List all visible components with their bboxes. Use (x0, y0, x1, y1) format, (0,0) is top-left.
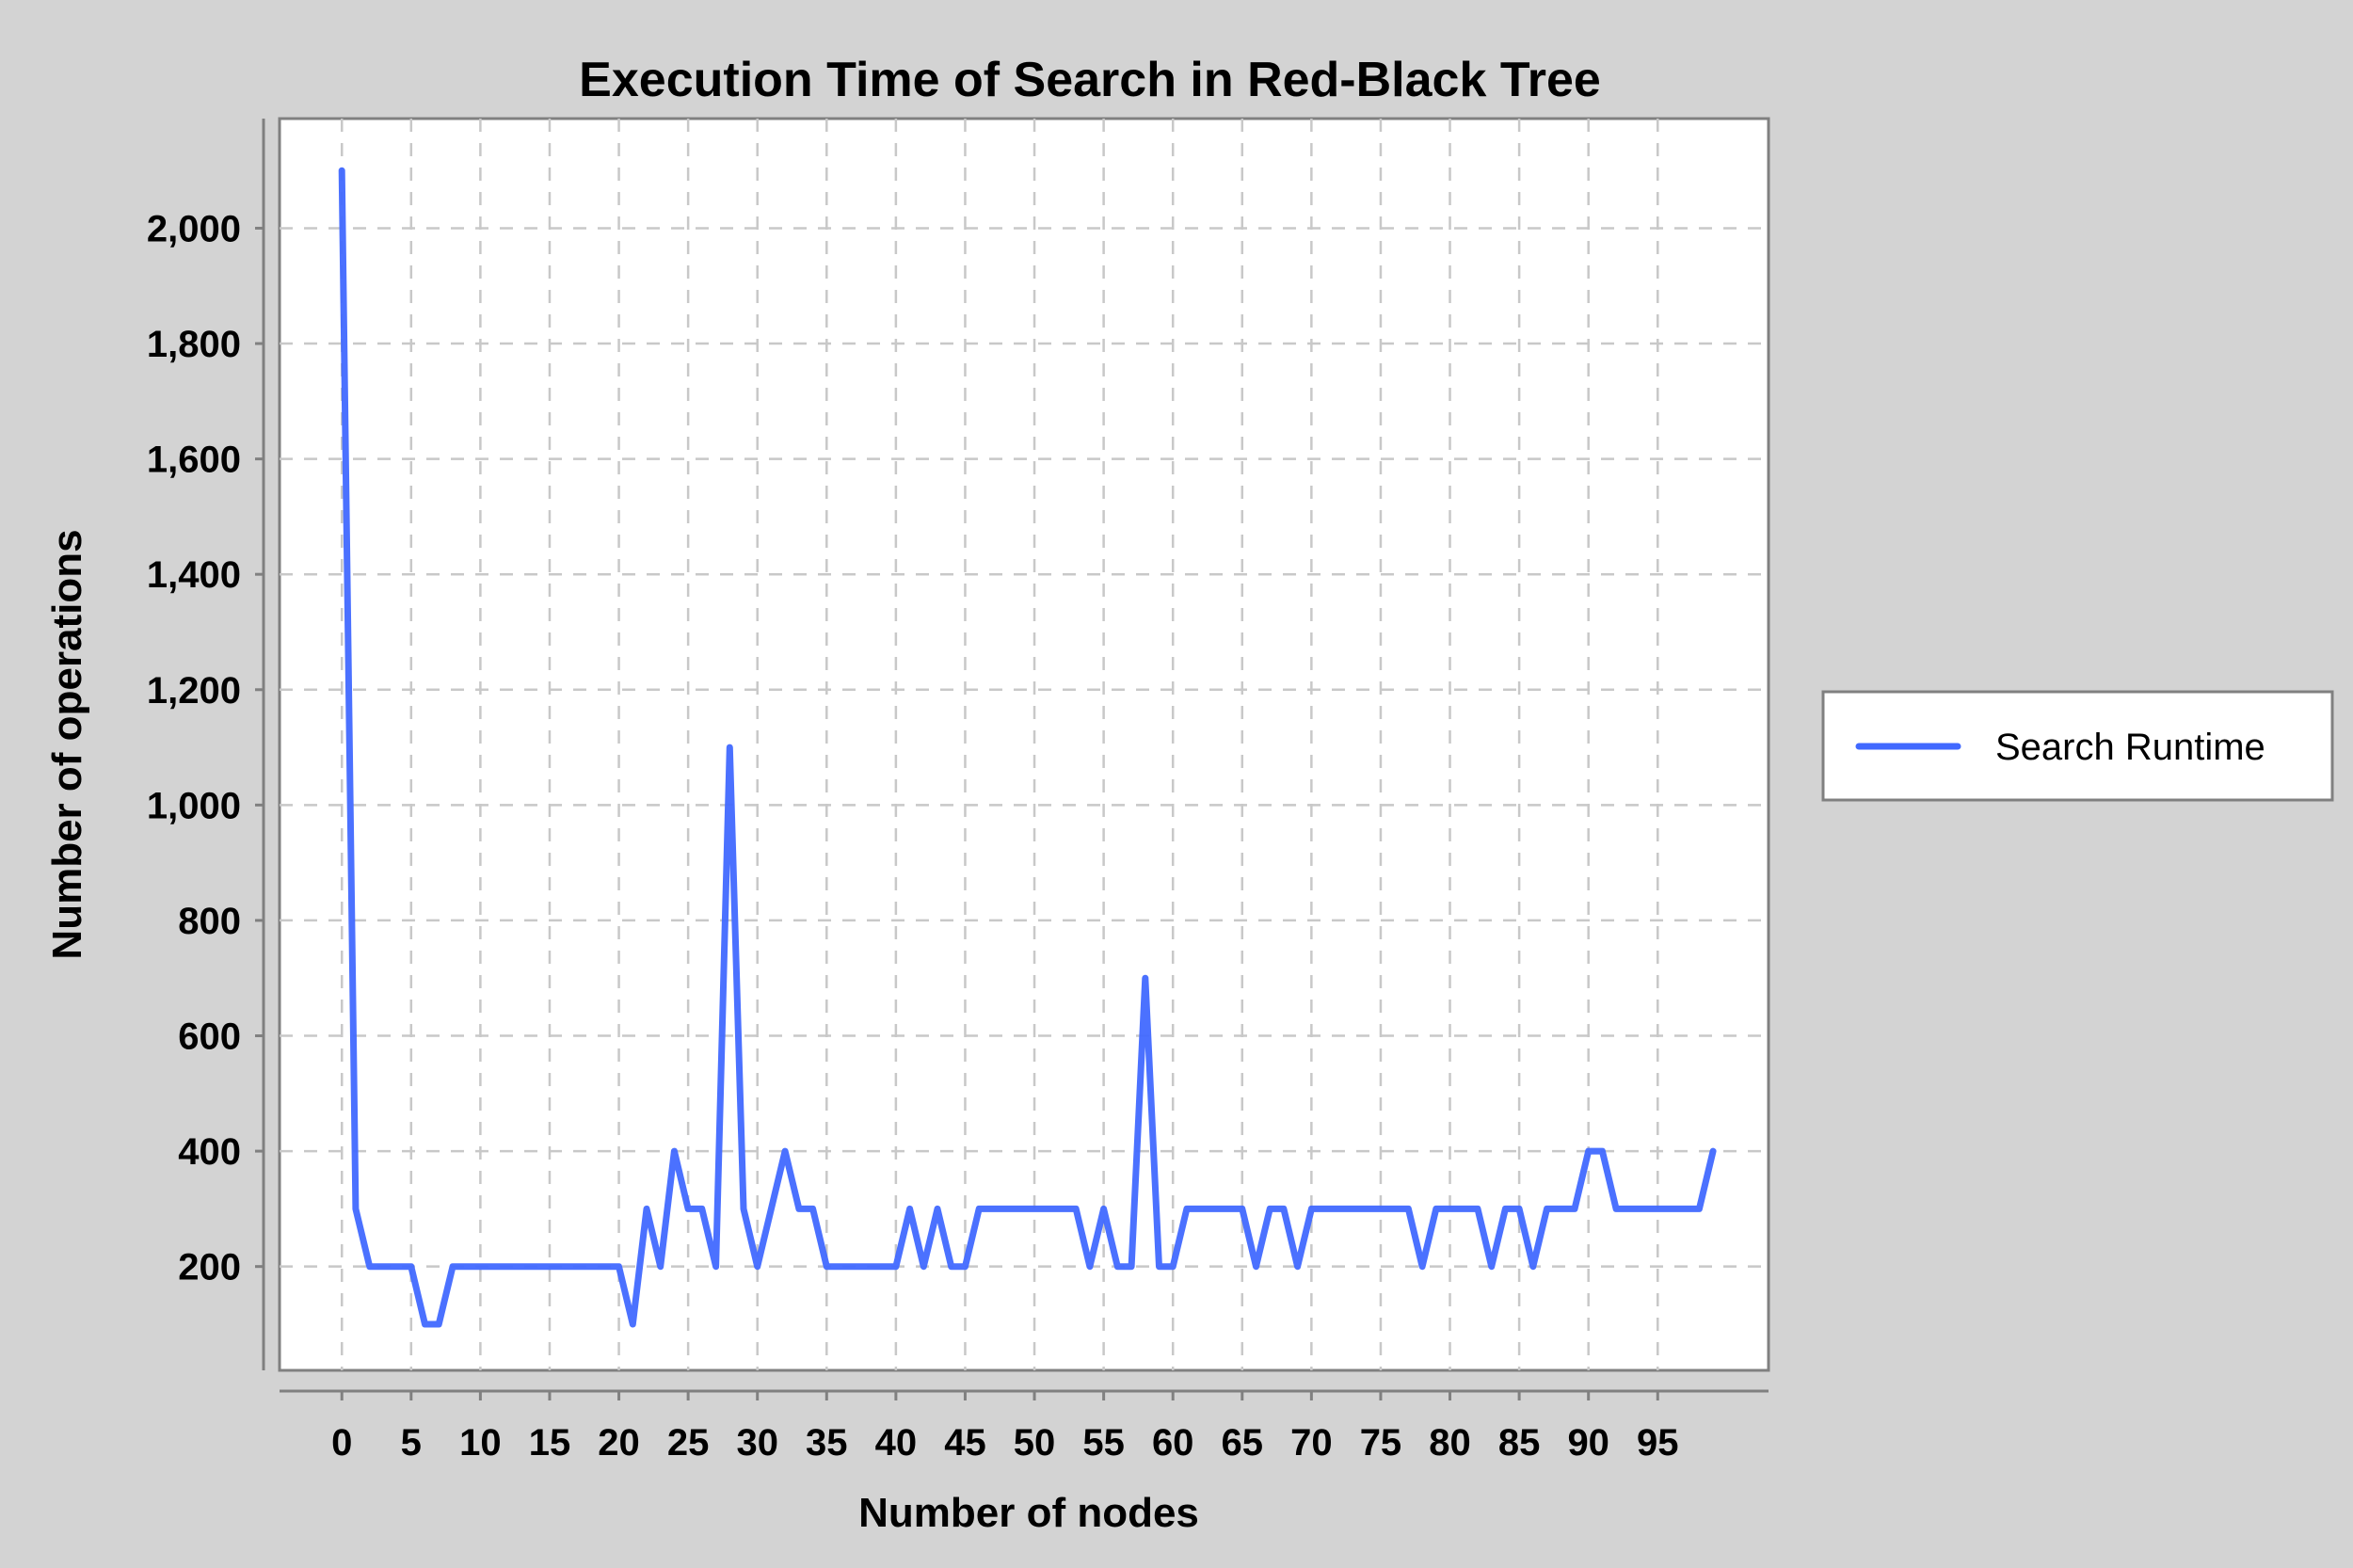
x-tick-label: 95 (1637, 1422, 1679, 1464)
legend-label: Search Runtime (1995, 727, 2265, 768)
y-axis-title: Number of operations (44, 529, 90, 959)
y-tick-label: 1,200 (147, 670, 241, 712)
x-axis-title: Number of nodes (858, 1490, 1199, 1536)
x-tick-label: 25 (667, 1422, 710, 1464)
x-tick-label: 70 (1290, 1422, 1333, 1464)
x-tick-label: 0 (331, 1422, 352, 1464)
x-tick-label: 50 (1014, 1422, 1056, 1464)
y-tick-label: 1,600 (147, 440, 241, 481)
x-tick-label: 60 (1152, 1422, 1194, 1464)
x-tick-label: 10 (459, 1422, 502, 1464)
x-tick-label: 15 (529, 1422, 571, 1464)
x-tick-label: 90 (1567, 1422, 1609, 1464)
series-layer (338, 167, 1717, 1328)
x-tick-label: 55 (1082, 1422, 1125, 1464)
x-tick-label: 20 (598, 1422, 640, 1464)
y-tick-label: 400 (178, 1131, 241, 1173)
y-tick-label: 600 (178, 1016, 241, 1058)
x-tick-label: 35 (806, 1422, 848, 1464)
y-tick-label: 1,400 (147, 554, 241, 596)
plot-area (278, 117, 1770, 1372)
x-tick-label: 65 (1222, 1422, 1264, 1464)
x-tick-label: 75 (1360, 1422, 1402, 1464)
y-tick-label: 1,000 (147, 785, 241, 826)
x-tick-label: 30 (736, 1422, 778, 1464)
legend: Search Runtime (1821, 690, 2334, 802)
y-tick-label: 1,800 (147, 324, 241, 365)
y-tick-label: 800 (178, 901, 241, 942)
x-tick-label: 85 (1498, 1422, 1541, 1464)
chart-title: Execution Time of Search in Red-Black Tr… (579, 53, 1601, 107)
y-tick-label: 2,000 (147, 208, 241, 249)
y-tick-label: 200 (178, 1247, 241, 1288)
x-tick-label: 45 (944, 1422, 986, 1464)
series-line-search-runtime (338, 167, 1717, 1328)
x-tick-label: 80 (1429, 1422, 1471, 1464)
x-tick-label: 5 (401, 1422, 422, 1464)
x-tick-label: 40 (875, 1422, 918, 1464)
y-axis-ticks: 200 400 600 800 1,000 1,200 1,400 1,600 1,800 2,0… (147, 208, 264, 1288)
x-axis-ticks: 0 5 10 15 20 25 30 35 40 45 50 55 60 65 70 75 80 85 90 95 (331, 1391, 1679, 1464)
